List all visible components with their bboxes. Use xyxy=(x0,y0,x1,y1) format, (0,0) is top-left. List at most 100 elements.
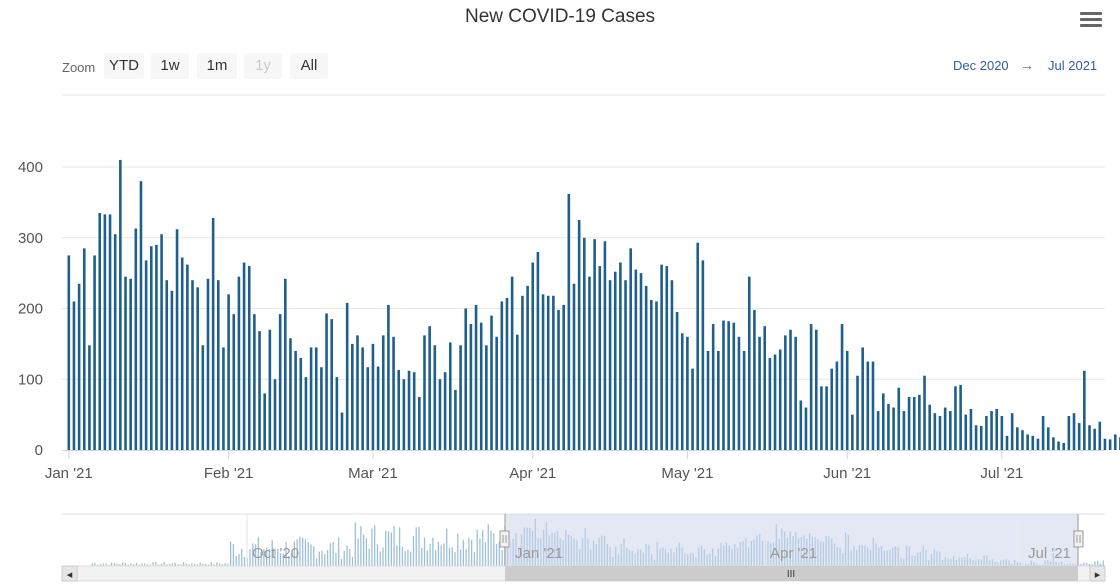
bar xyxy=(608,280,612,450)
navigator-bar xyxy=(260,551,262,566)
navigator-bar xyxy=(410,551,412,566)
bar xyxy=(247,266,251,450)
navigator-bar xyxy=(398,527,401,566)
navigator-bar xyxy=(343,550,345,566)
zoom-1w-button[interactable]: 1w xyxy=(151,53,189,79)
bar xyxy=(995,408,998,450)
bar xyxy=(72,301,76,450)
navigator-bar xyxy=(482,530,484,566)
navigator-bar xyxy=(144,563,146,566)
bar xyxy=(165,280,169,450)
navigator-left-handle[interactable] xyxy=(499,530,510,548)
navigator-bar xyxy=(241,548,243,566)
scrollbar-right-button[interactable] xyxy=(1089,565,1106,582)
bar xyxy=(418,396,421,450)
bar xyxy=(479,322,483,450)
bar xyxy=(299,358,303,450)
navigator-bar xyxy=(177,564,179,566)
navigator-bar xyxy=(257,537,259,566)
navigator-bar xyxy=(149,564,151,566)
bar xyxy=(897,387,901,450)
bar xyxy=(191,280,194,450)
bar xyxy=(871,361,875,450)
bar xyxy=(1031,435,1035,450)
hamburger-menu-icon[interactable] xyxy=(1080,12,1102,30)
bar xyxy=(93,255,96,450)
bar xyxy=(392,336,395,450)
bar xyxy=(706,350,710,450)
navigator-bar xyxy=(91,563,93,566)
bar xyxy=(809,324,813,450)
bar xyxy=(794,336,797,450)
navigator-bar xyxy=(121,562,124,566)
navigator-bar xyxy=(290,552,293,566)
range-to-date[interactable]: Jul 2021 xyxy=(1048,58,1098,73)
navigator-bar xyxy=(130,563,132,566)
navigator-bar xyxy=(1097,560,1099,566)
zoom-1m-button[interactable]: 1m xyxy=(197,53,237,79)
bar xyxy=(206,278,210,450)
bar xyxy=(232,314,236,450)
bar xyxy=(144,260,148,450)
bar xyxy=(629,248,632,450)
bar xyxy=(1052,437,1055,450)
navigator-bar xyxy=(473,551,476,566)
bar xyxy=(820,386,823,450)
scrollbar-thumb[interactable] xyxy=(505,566,1078,581)
navigator-bar xyxy=(163,562,165,566)
bar xyxy=(933,413,937,450)
scrollbar[interactable]: III ◂ ▸ xyxy=(61,565,1106,582)
navigator-bar xyxy=(285,542,287,566)
bar xyxy=(804,407,808,450)
y-axis-labels: 0 100 200 300 400 xyxy=(18,159,43,459)
bar xyxy=(835,361,839,450)
navigator-bar xyxy=(205,563,207,566)
navigator-bar xyxy=(166,564,168,566)
navigator-bar xyxy=(302,537,304,566)
navigator-bar xyxy=(277,548,279,566)
navigator-bar xyxy=(268,549,271,566)
navigator-bar xyxy=(437,541,440,566)
bar xyxy=(485,345,488,450)
bar xyxy=(124,276,127,450)
zoom-ytd-button[interactable]: YTD xyxy=(104,53,144,79)
navigator-bar xyxy=(476,529,478,566)
bar xyxy=(474,304,478,450)
bar xyxy=(778,349,782,450)
bar xyxy=(108,214,112,450)
bar xyxy=(691,368,694,450)
bar xyxy=(624,280,627,450)
bar xyxy=(469,324,473,450)
navigator-bar xyxy=(1085,562,1088,566)
navigator-bar xyxy=(113,563,115,566)
navigator-bar xyxy=(479,538,481,566)
zoom-all-button[interactable]: All xyxy=(290,53,328,79)
navigator-selection-mask[interactable] xyxy=(505,514,1078,566)
bar xyxy=(1083,370,1086,450)
bar xyxy=(990,411,993,450)
bar xyxy=(1093,428,1096,450)
navigator-bar xyxy=(432,537,434,566)
navigator-bar xyxy=(379,551,381,566)
navigator-bar xyxy=(429,543,431,566)
navigator-bar xyxy=(374,525,376,566)
zoom-1y-button[interactable]: 1y xyxy=(244,53,282,79)
navigator-bar xyxy=(365,538,368,566)
navigator-bar xyxy=(207,564,210,566)
bar xyxy=(784,335,787,450)
navigator-right-handle[interactable] xyxy=(1073,530,1084,548)
bar xyxy=(1041,416,1045,450)
bar xyxy=(639,273,643,450)
scrollbar-left-button[interactable] xyxy=(61,565,78,582)
bar xyxy=(907,396,911,450)
navigator-bar xyxy=(188,564,190,566)
navigator-bar xyxy=(99,564,102,566)
navigator-bar xyxy=(180,564,182,566)
range-from-date[interactable]: Dec 2020 xyxy=(953,58,1009,73)
bar xyxy=(1026,434,1029,450)
navigator[interactable]: Oct '20 Jan '21 Apr '21 Jul '21 xyxy=(62,513,1105,566)
bar xyxy=(840,324,844,450)
navigator-bar xyxy=(282,553,284,566)
navigator-bar xyxy=(202,563,204,566)
